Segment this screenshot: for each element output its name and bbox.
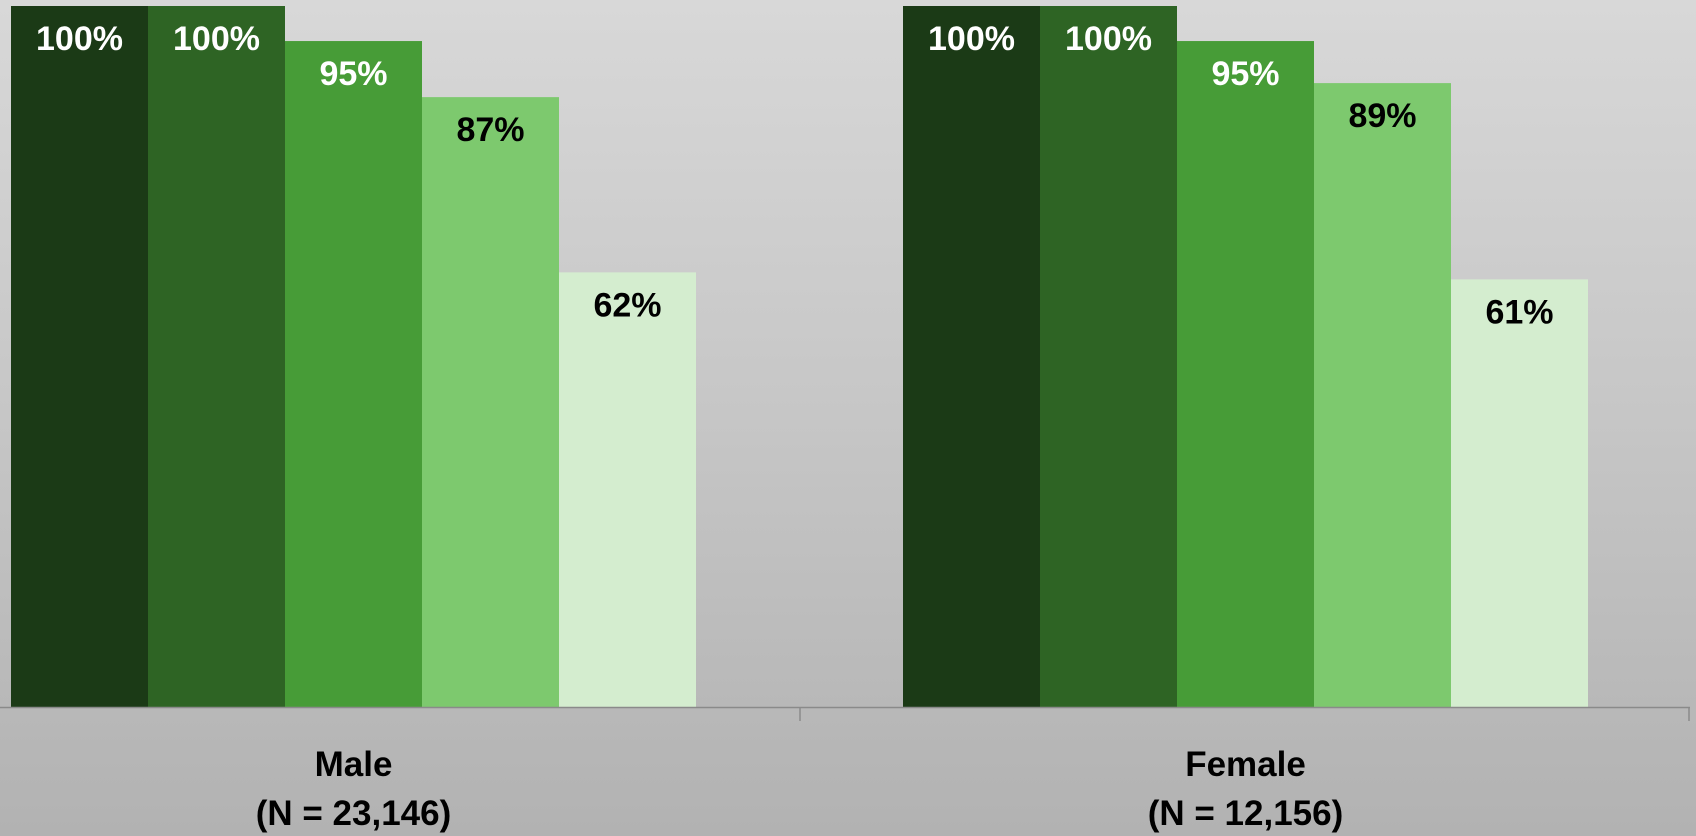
category-labels-layer: Male (N = 23,146) Female (N = 12,156): [256, 745, 1344, 833]
category-count-male: (N = 23,146): [256, 794, 452, 833]
bar-female-1: [903, 6, 1040, 707]
value-label-male-4: 87%: [456, 111, 524, 149]
value-label-male-1: 100%: [36, 20, 123, 58]
bar-male-2: [148, 6, 285, 707]
bar-female-4: [1314, 83, 1451, 708]
value-label-male-2: 100%: [173, 20, 260, 58]
bar-male-3: [285, 41, 422, 708]
category-count-female: (N = 12,156): [1148, 794, 1344, 833]
value-label-male-5: 62%: [593, 286, 661, 324]
value-label-female-2: 100%: [1065, 20, 1152, 58]
value-label-female-4: 89%: [1348, 97, 1416, 135]
value-label-female-1: 100%: [928, 20, 1015, 58]
value-labels-layer: 100% 100% 95% 87% 62% 100% 100% 95% 89% 61%: [36, 20, 1554, 331]
bar-male-4: [422, 97, 559, 707]
x-axis: [0, 706, 1690, 721]
bar-female-5: [1451, 279, 1588, 707]
category-label-male: Male: [315, 745, 393, 784]
bar-male-5: [559, 272, 696, 707]
value-label-male-3: 95%: [319, 55, 387, 93]
value-label-female-3: 95%: [1211, 55, 1279, 93]
bar-female-2: [1040, 6, 1177, 707]
bars-layer: [11, 6, 1588, 708]
value-label-female-5: 61%: [1485, 293, 1553, 331]
category-label-female: Female: [1185, 745, 1306, 784]
bar-female-3: [1177, 41, 1314, 708]
bar-male-1: [11, 6, 148, 707]
